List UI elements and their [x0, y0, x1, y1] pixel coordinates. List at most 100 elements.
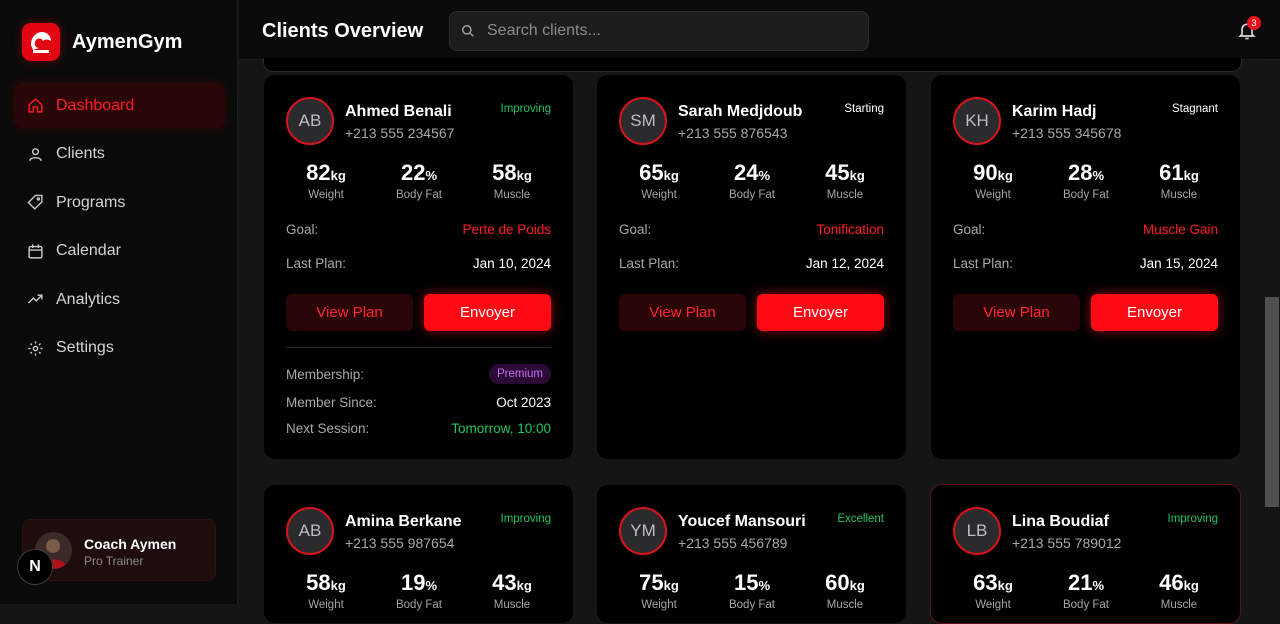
weight-value: 63 — [973, 570, 998, 595]
topbar: Clients Overview — [239, 0, 1280, 60]
body-fat-stat: 19% Body Fat — [374, 570, 464, 611]
client-phone: +213 555 456789 — [678, 535, 788, 551]
goal-label: Goal: — [286, 222, 319, 237]
membership-label: Membership: — [286, 367, 365, 382]
brand[interactable]: AymenGym — [22, 23, 182, 61]
client-phone: +213 555 987654 — [345, 535, 455, 551]
sidebar-item-clients[interactable]: Clients — [14, 132, 225, 177]
status-badge: Improving — [1167, 513, 1219, 525]
muscle-value: 46 — [1159, 570, 1184, 595]
sidebar-item-calendar[interactable]: Calendar — [14, 229, 225, 274]
weight-unit: kg — [997, 168, 1013, 183]
muscle-value: 61 — [1159, 160, 1184, 185]
weight-stat: 75kg Weight — [614, 570, 704, 611]
weight-label: Weight — [975, 189, 1011, 201]
body-fat-label: Body Fat — [395, 189, 443, 201]
weight-stat: 58kg Weight — [281, 570, 371, 611]
muscle-label: Muscle — [1160, 599, 1198, 611]
sidebar-item-label: Dashboard — [56, 96, 135, 114]
muscle-value: 45 — [825, 160, 850, 185]
next-session-label: Next Session: — [286, 421, 370, 436]
coach-role: Pro Trainer — [84, 554, 144, 568]
weight-unit: kg — [330, 578, 346, 593]
weight-label: Weight — [308, 599, 344, 611]
muscle-label: Muscle — [493, 599, 531, 611]
scrollbar-thumb[interactable] — [1265, 297, 1279, 507]
body-fat-stat: 21% Body Fat — [1041, 570, 1131, 611]
body-fat-stat: 28% Body Fat — [1041, 160, 1131, 201]
sidebar-item-label: Settings — [56, 339, 114, 357]
weight-stat: 90kg Weight — [948, 160, 1038, 201]
goal-row: Goal: Perte de Poids — [286, 222, 551, 237]
muscle-unit: kg — [516, 578, 532, 593]
sidebar-item-settings[interactable]: Settings — [14, 326, 225, 371]
last-plan-row: Last Plan: Jan 12, 2024 — [619, 256, 884, 271]
client-avatar: YM — [619, 507, 667, 555]
muscle-label: Muscle — [826, 599, 864, 611]
client-card: SM Sarah Medjdoub +213 555 876543 Starti… — [596, 74, 907, 460]
send-button[interactable]: Envoyer — [757, 294, 884, 331]
page-title: Clients Overview — [262, 20, 424, 42]
divider — [286, 347, 551, 348]
muscle-value: 58 — [492, 160, 517, 185]
sidebar-item-programs[interactable]: Programs — [14, 180, 225, 225]
n-badge[interactable]: N — [17, 549, 53, 585]
muscle-label: Muscle — [826, 189, 864, 201]
weight-label: Weight — [641, 189, 677, 201]
body-fat-label: Body Fat — [1062, 189, 1110, 201]
muscle-unit: kg — [516, 168, 532, 183]
goal-value: Perte de Poids — [462, 222, 551, 237]
view-plan-button[interactable]: View Plan — [953, 294, 1080, 331]
client-phone: +213 555 876543 — [678, 125, 788, 141]
send-button[interactable]: Envoyer — [1091, 294, 1218, 331]
client-avatar: AB — [286, 97, 334, 145]
sidebar-item-label: Programs — [56, 193, 126, 211]
view-plan-button[interactable]: View Plan — [286, 294, 413, 331]
search-input[interactable] — [487, 22, 847, 40]
muscle-value: 60 — [825, 570, 850, 595]
client-avatar: AB — [286, 507, 334, 555]
body-fat-label: Body Fat — [728, 599, 776, 611]
weight-value: 65 — [639, 160, 664, 185]
client-name: Sarah Medjdoub — [678, 103, 803, 120]
weight-value: 58 — [306, 570, 331, 595]
sidebar-item-analytics[interactable]: Analytics — [14, 277, 225, 322]
body-fat-label: Body Fat — [1062, 599, 1110, 611]
client-name: Karim Hadj — [1012, 103, 1097, 120]
body-fat-unit: % — [758, 578, 771, 593]
body-fat-value: 24 — [733, 160, 759, 185]
notification-badge: 3 — [1247, 16, 1261, 30]
goal-value: Muscle Gain — [1142, 222, 1218, 237]
client-phone: +213 555 345678 — [1012, 125, 1122, 141]
client-card: LB Lina Boudiaf +213 555 789012 Improvin… — [930, 484, 1241, 624]
weight-unit: kg — [663, 578, 679, 593]
muscle-stat: 60kg Muscle — [800, 570, 890, 611]
body-fat-value: 21 — [1067, 570, 1093, 595]
weight-stat: 82kg Weight — [281, 160, 371, 201]
sidebar-item-label: Calendar — [56, 242, 121, 260]
sidebar-item-dashboard[interactable]: Dashboard — [14, 83, 225, 128]
send-button[interactable]: Envoyer — [424, 294, 551, 331]
body-fat-value: 15 — [733, 570, 759, 595]
sidebar-item-label: Analytics — [56, 290, 121, 308]
status-badge: Stagnant — [1171, 103, 1218, 115]
body-fat-value: 28 — [1067, 160, 1093, 185]
muscle-unit: kg — [1183, 578, 1199, 593]
muscle-stat: 58kg Muscle — [467, 160, 557, 201]
sidebar: AymenGym Dashboard Clients Programs Cale… — [0, 0, 238, 604]
view-plan-button[interactable]: View Plan — [619, 294, 746, 331]
status-badge: Improving — [500, 513, 552, 525]
search-bar[interactable] — [449, 11, 869, 51]
client-card: KH Karim Hadj +213 555 345678 Stagnant 9… — [930, 74, 1241, 460]
body-fat-value: 19 — [400, 570, 426, 595]
status-badge: Improving — [500, 103, 552, 115]
muscle-unit: kg — [849, 168, 865, 183]
calendar-icon — [26, 242, 44, 260]
muscle-stat: 61kg Muscle — [1134, 160, 1224, 201]
gym-logo-icon — [22, 23, 60, 61]
muscle-unit: kg — [1183, 168, 1199, 183]
muscle-stat: 46kg Muscle — [1134, 570, 1224, 611]
weight-label: Weight — [308, 189, 344, 201]
body-fat-unit: % — [425, 168, 438, 183]
last-plan-label: Last Plan: — [619, 256, 680, 271]
